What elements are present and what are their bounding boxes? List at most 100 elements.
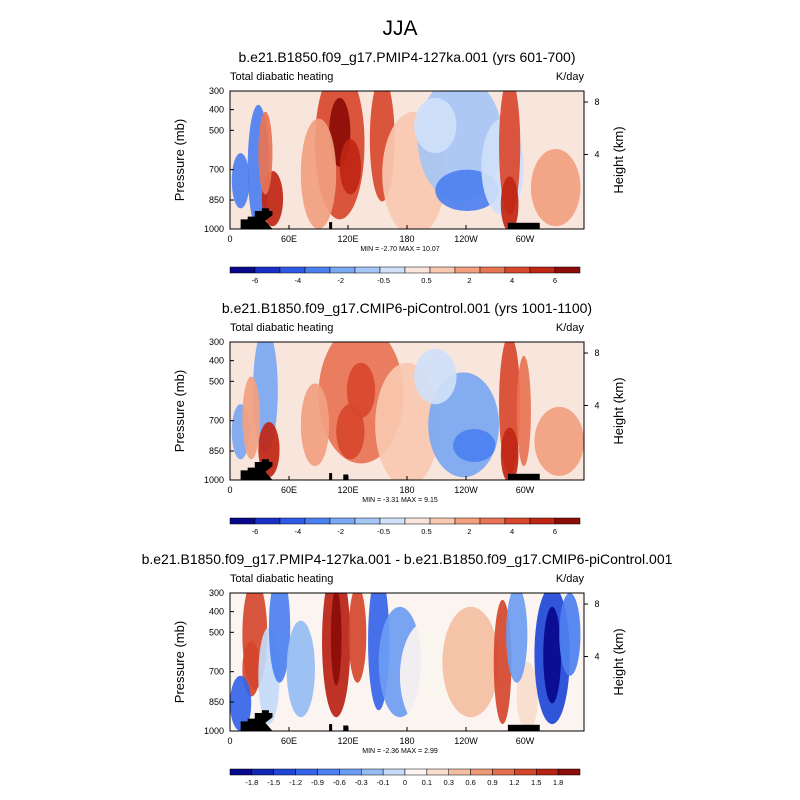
- chart-panel-3: b.e21.B1850.f09_g17.PMIP4-127ka.001 - b.…: [142, 551, 673, 787]
- y-tick-label: 700: [209, 165, 224, 175]
- y-axis-title: Pressure (mb): [172, 621, 187, 703]
- colorbar-label: -0.5: [377, 527, 390, 536]
- colorbar-swatch: [479, 266, 506, 274]
- colorbar-swatch: [354, 266, 381, 274]
- heatmap-feature: [330, 593, 342, 686]
- colorbar: -6 -4 -2 -0.5 0.5 2 4 6: [229, 266, 581, 285]
- colorbar-swatch: [404, 768, 428, 776]
- colorbar-swatch: [404, 517, 431, 525]
- terrain-mask-small: [343, 725, 349, 731]
- colorbar-swatch: [229, 768, 253, 776]
- y-tick-label: 400: [209, 356, 224, 366]
- colorbar-swatch: [504, 517, 531, 525]
- colorbar-swatch: [429, 266, 456, 274]
- colorbar-label: -4: [295, 527, 302, 536]
- heatmap-feature: [516, 662, 538, 731]
- colorbar-swatch: [529, 266, 556, 274]
- panel-units-label: K/day: [556, 573, 585, 585]
- colorbar-label: 0.6: [465, 778, 475, 787]
- terrain-mask-small: [329, 473, 333, 480]
- colorbar-label: -2: [337, 527, 344, 536]
- x-tick-label: 0: [227, 736, 232, 746]
- colorbar-label: 2: [467, 527, 471, 536]
- x-tick-label: 120E: [337, 736, 358, 746]
- colorbar-swatch: [273, 768, 296, 776]
- colorbar-swatch: [448, 768, 471, 776]
- colorbar-label: 0.5: [421, 527, 431, 536]
- colorbar-label: 0.1: [422, 778, 432, 787]
- x-tick-label: 0: [227, 485, 232, 495]
- x-tick-label: 180: [399, 485, 414, 495]
- heatmap-feature: [300, 118, 337, 229]
- heatmap-feature: [242, 376, 261, 460]
- x-tick-label: 60E: [281, 234, 297, 244]
- terrain-mask-americas: [507, 222, 540, 229]
- colorbar-swatch: [254, 517, 281, 525]
- heatmap-feature: [339, 139, 361, 195]
- y-axis-title: Pressure (mb): [172, 119, 187, 201]
- panel-units-label: K/day: [556, 71, 585, 83]
- min-max-stats: MIN = -2.70 MAX = 10.07: [360, 246, 439, 253]
- figure-title: JJA: [382, 17, 417, 40]
- colorbar-swatch: [479, 517, 506, 525]
- terrain-mask-americas: [507, 724, 540, 731]
- colorbar-label: 2: [467, 276, 471, 285]
- heatmap-feature: [336, 404, 365, 460]
- heatmap-feature: [258, 111, 273, 195]
- y-right-tick-label: 4: [594, 651, 599, 661]
- colorbar-swatch: [254, 266, 281, 274]
- colorbar-label: 1.5: [531, 778, 541, 787]
- colorbar-swatch: [429, 517, 456, 525]
- colorbar-swatch: [492, 768, 515, 776]
- colorbar-label: 0.9: [487, 778, 497, 787]
- colorbar-swatch: [304, 266, 331, 274]
- y-tick-label: 850: [209, 195, 224, 205]
- x-tick-label: 120W: [454, 736, 478, 746]
- colorbar-swatch: [279, 517, 306, 525]
- y-right-tick-label: 4: [594, 400, 599, 410]
- colorbar-label: 1.2: [509, 778, 519, 787]
- colorbar-label: 1.8: [553, 778, 563, 787]
- y-tick-label: 1000: [204, 726, 224, 736]
- heatmap-feature: [286, 620, 315, 718]
- terrain-mask-asia: [240, 208, 273, 229]
- y-tick-label: 500: [209, 376, 224, 386]
- colorbar-label: -0.5: [377, 276, 390, 285]
- colorbar-label: -6: [252, 276, 259, 285]
- y-tick-label: 300: [209, 86, 224, 96]
- y-right-tick-label: 8: [594, 97, 599, 107]
- x-tick-label: 60W: [516, 234, 535, 244]
- colorbar-swatch: [229, 266, 256, 274]
- colorbar-swatch: [504, 266, 531, 274]
- colorbar: -6 -4 -2 -0.5 0.5 2 4 6: [229, 517, 581, 536]
- x-tick-label: 60W: [516, 736, 535, 746]
- y-right-axis-title: Height (km): [611, 126, 626, 193]
- colorbar-label: 6: [553, 527, 557, 536]
- x-tick-label: 60W: [516, 485, 535, 495]
- x-tick-label: 120E: [337, 485, 358, 495]
- x-tick-label: 0: [227, 234, 232, 244]
- heatmap-feature: [559, 593, 581, 676]
- colorbar-swatch: [361, 768, 384, 776]
- colorbar-swatch: [554, 266, 581, 274]
- panel-title: b.e21.B1850.f09_g17.CMIP6-piControl.001 …: [222, 300, 592, 316]
- colorbar-label: 0.3: [444, 778, 454, 787]
- x-tick-label: 60E: [281, 485, 297, 495]
- colorbar-swatch: [536, 768, 559, 776]
- colorbar-swatch: [229, 517, 256, 525]
- terrain-mask-americas: [507, 473, 540, 480]
- colorbar-swatch: [454, 266, 481, 274]
- heatmap-feature: [500, 427, 519, 480]
- heatmap-feature: [268, 593, 291, 683]
- heatmap-feature: [414, 97, 457, 154]
- colorbar-label: -0.3: [355, 778, 368, 787]
- colorbar-swatch: [354, 517, 381, 525]
- min-max-stats: MIN = -2.36 MAX = 2.99: [362, 748, 438, 755]
- heatmap-feature: [399, 620, 457, 731]
- x-tick-label: 120E: [337, 234, 358, 244]
- colorbar: -1.8 -1.5 -1.2 -0.9 -0.6 -0.3 -0.1 0 0.1 0.3 0.6 0.…: [229, 768, 581, 787]
- heatmap-feature: [500, 176, 519, 229]
- colorbar-label: 6: [553, 276, 557, 285]
- y-right-axis-title: Height (km): [611, 628, 626, 695]
- colorbar-swatch: [554, 517, 581, 525]
